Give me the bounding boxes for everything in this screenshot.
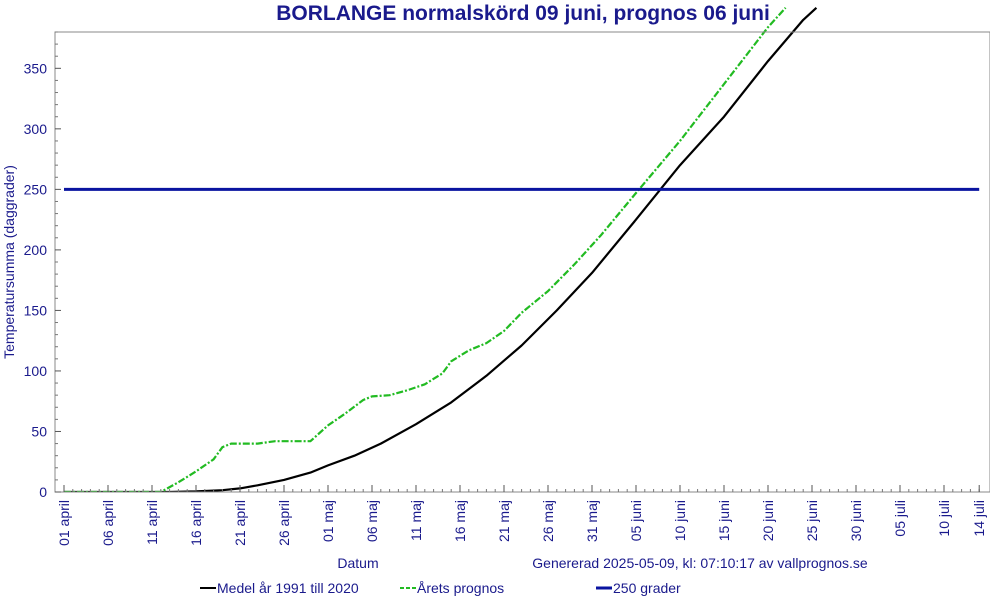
- chart-title: BORLANGE normalskörd 09 juni, prognos 06…: [276, 2, 770, 25]
- x-tick-label: 21 april: [232, 500, 248, 546]
- x-tick-label: 10 juli: [936, 500, 952, 537]
- plot-area: [54, 31, 990, 493]
- x-tick-label: 11 maj: [408, 500, 424, 541]
- y-tick-label: 100: [24, 363, 48, 379]
- y-tick-label: 0: [39, 484, 47, 500]
- x-tick-label: 01 maj: [320, 500, 336, 542]
- x-tick-label: 20 juni: [760, 500, 776, 541]
- series-layer: [64, 6, 980, 492]
- series-line-1: [64, 7, 787, 492]
- x-tick-label: 05 juli: [892, 500, 908, 537]
- x-tick-label: 16 april: [188, 500, 204, 546]
- x-tick-label: 30 juni: [848, 500, 864, 541]
- y-axis-label: Temperatursumma (daggrader): [1, 165, 17, 359]
- x-tick-label: 05 juni: [628, 500, 644, 541]
- x-tick-label: 31 maj: [584, 500, 600, 542]
- legend-label-2: 250 grader: [613, 580, 681, 596]
- y-tick-label: 200: [24, 242, 48, 258]
- x-tick-label: 11 april: [144, 500, 160, 545]
- x-axis-label: Datum: [337, 555, 378, 571]
- x-tick-label: 16 maj: [452, 500, 468, 542]
- y-tick-label: 300: [24, 121, 48, 137]
- x-tick-label: 10 juni: [672, 500, 688, 541]
- x-axis: 01 april 06 april 11 april 16 april 21 april…: [56, 485, 987, 546]
- legend-label-1: Årets prognos: [417, 580, 504, 596]
- legend-label-0: Medel år 1991 till 2020: [217, 580, 359, 596]
- x-tick-label: 21 maj: [496, 500, 512, 542]
- x-tick-label: 26 maj: [540, 500, 556, 542]
- y-tick-label: 50: [31, 423, 47, 439]
- legend: Medel år 1991 till 2020 Årets prognos 250 …: [200, 580, 681, 596]
- y-tick-label: 150: [24, 302, 48, 318]
- x-tick-label: 25 juni: [804, 500, 820, 541]
- series-line-0: [64, 6, 818, 492]
- x-tick-label: 06 april: [100, 500, 116, 546]
- x-tick-label: 26 april: [276, 500, 292, 546]
- x-tick-label: 15 juni: [716, 500, 732, 541]
- x-tick-label: 06 maj: [364, 500, 380, 542]
- y-axis: 0 50 100 150 200 250 300 350: [24, 31, 61, 500]
- x-tick-label: 01 april: [56, 500, 72, 546]
- y-tick-label: 350: [24, 60, 48, 76]
- generated-note: Genererad 2025-05-09, kl: 07:10:17 av va…: [532, 555, 868, 571]
- y-tick-label: 250: [24, 181, 48, 197]
- x-tick-label: 14 juli: [971, 500, 987, 537]
